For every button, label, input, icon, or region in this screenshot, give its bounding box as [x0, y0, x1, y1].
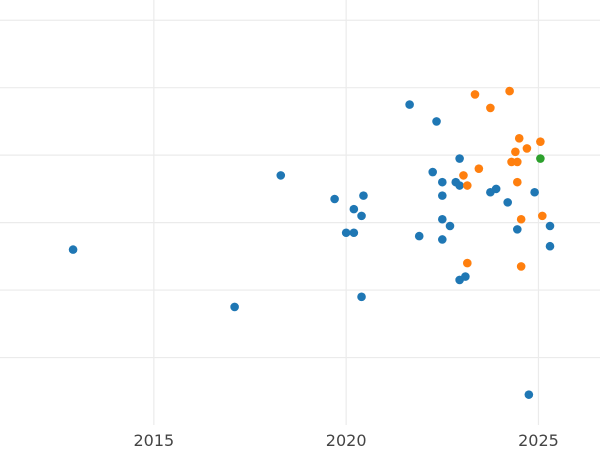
scatter-point	[503, 198, 512, 207]
scatter-point	[511, 147, 520, 157]
scatter-point	[455, 154, 464, 163]
x-tick-label: 2025	[518, 431, 559, 450]
scatter-point	[463, 258, 472, 268]
scatter-point	[459, 171, 468, 180]
scatter-point	[545, 221, 555, 231]
scatter-point	[522, 144, 532, 153]
scatter-point	[530, 187, 539, 197]
scatter-point	[349, 204, 359, 214]
scatter-point	[536, 154, 545, 163]
scatter-point	[357, 292, 366, 302]
scatter-point	[341, 228, 351, 238]
scatter-point	[516, 214, 526, 224]
scatter-point	[514, 133, 524, 143]
x-tick-label: 2015	[133, 431, 174, 450]
scatter-point	[474, 164, 484, 173]
scatter-point	[438, 191, 447, 200]
scatter-point	[513, 225, 522, 234]
scatter-point	[349, 228, 359, 238]
scatter-point	[513, 177, 522, 187]
scatter-point	[230, 302, 239, 312]
scatter-point	[438, 177, 447, 187]
scatter-point	[455, 181, 464, 190]
scatter-point	[463, 181, 472, 190]
scatter-point	[68, 245, 78, 254]
scatter-point	[505, 86, 514, 96]
scatter-point	[432, 117, 441, 126]
x-tick-label: 2020	[326, 431, 367, 450]
scatter-point	[524, 390, 534, 399]
scatter-point	[516, 262, 526, 271]
scatter-point	[445, 221, 455, 231]
scatter-point	[357, 211, 366, 221]
scatter-point	[536, 137, 545, 146]
scatter-point	[461, 272, 470, 281]
scatter-point	[491, 184, 501, 194]
scatter-point	[470, 90, 480, 99]
scatter-point	[359, 191, 368, 200]
scatter-point	[405, 100, 414, 109]
scatter-point	[438, 214, 447, 224]
scatter-point	[438, 235, 447, 244]
scatter-point	[276, 171, 286, 180]
scatter-point	[428, 167, 437, 177]
scatter-point	[486, 103, 495, 113]
scatter-point	[545, 241, 555, 251]
scatter-point	[414, 231, 424, 241]
scatter-point	[513, 157, 522, 167]
scatter-point	[330, 194, 339, 204]
grid	[0, 0, 600, 425]
x-tick-labels: 2015 2020 2025	[133, 431, 558, 450]
scatter-point	[538, 211, 547, 221]
data-points	[68, 86, 555, 399]
